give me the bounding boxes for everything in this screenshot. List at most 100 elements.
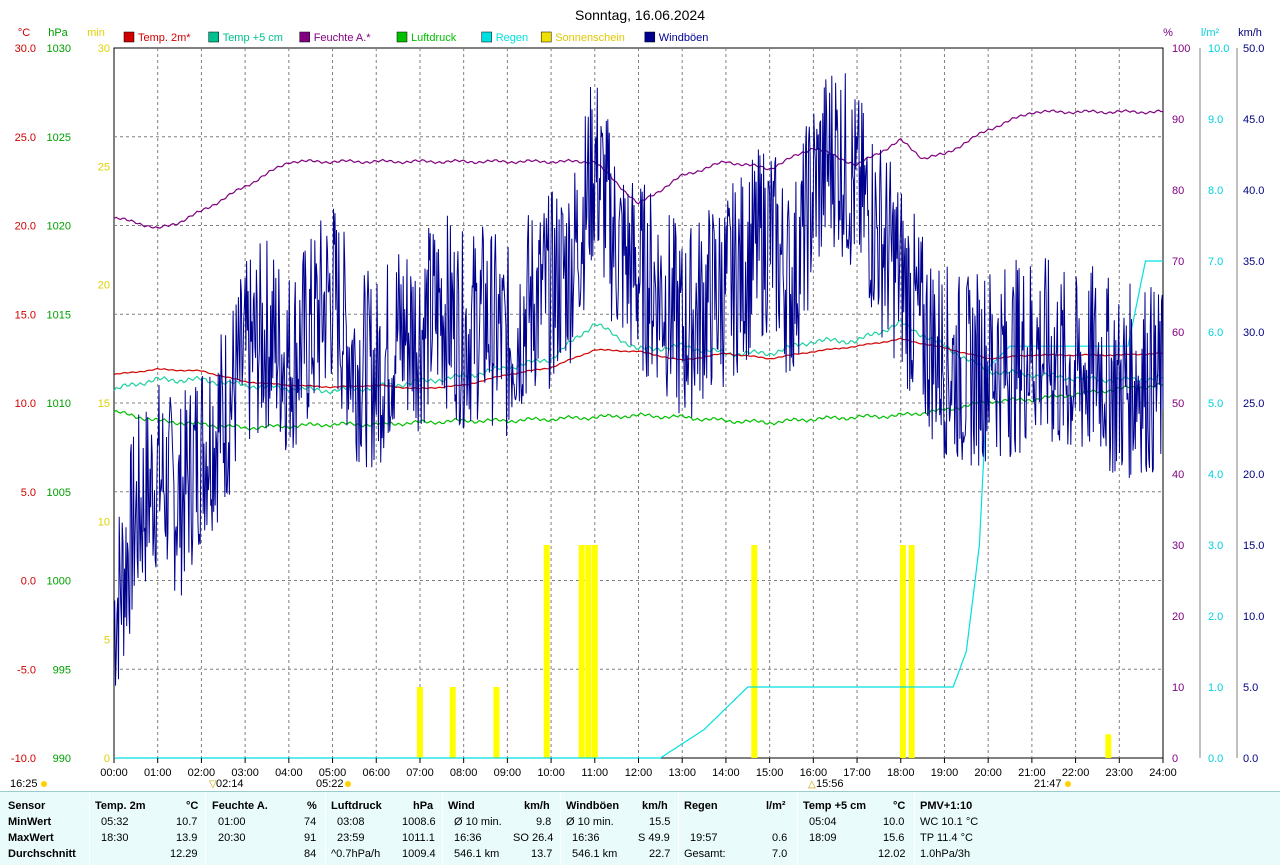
x-tick-label: 04:00 [275,767,303,779]
temp-tick-label: -10.0 [11,753,36,765]
temp-tick-label: 0.0 [21,576,36,588]
cell: 19:57 [690,832,718,844]
cell: 7.0 [772,848,788,860]
x-tick-label: 15:00 [756,767,784,779]
hdr-wind: Wind [448,800,475,812]
sunshine-bar [543,545,550,758]
temp2m-line [113,337,1163,390]
hdr-humidity-unit: % [307,800,317,812]
hdr-gust-unit: km/h [642,800,668,812]
wind-tick-label: 10.0 [1243,611,1264,623]
x-tick-label: 05:00 [319,767,347,779]
cell: 03:08 [337,816,365,828]
pressure-tick-label: 1025 [47,132,71,144]
temp-tick-label: -5.0 [17,664,36,676]
sunshine-bar [416,687,423,758]
row-label: MaxWert [8,832,54,844]
temp-tick-label: 15.0 [15,309,36,321]
sun-tick-label: 15 [98,398,110,410]
legend-label: Temp +5 cm [223,32,283,44]
row-label: MinWert [8,816,52,828]
sunshine-bars [416,545,1112,758]
x-tick-label: 17:00 [843,767,871,779]
pressure-tick-label: 990 [53,753,71,765]
row-label: Durchschnitt [8,848,76,860]
legend-label: Sonnenschein [555,32,625,44]
wind-tick-label: 40.0 [1243,185,1264,197]
x-tick-label: 20:00 [974,767,1002,779]
sunshine-bar [908,545,915,758]
sunshine-bar [751,545,758,758]
sunset-icon [1065,781,1071,787]
cell: 10.7 [176,816,198,828]
cell: 20:30 [218,832,246,844]
cell: Ø 10 min. [566,816,614,828]
legend-swatch [644,31,656,43]
cell: 18:09 [809,832,837,844]
cell: 91 [304,832,317,844]
x-tick-label: 06:00 [362,767,390,779]
hdr-temp5: Temp +5 cm [803,800,867,812]
humidity-tick-label: 100 [1172,43,1190,55]
wind-tick-label: 5.0 [1243,682,1258,694]
cell: 1008.6 [402,816,436,828]
pressure-tick-label: 1000 [47,576,71,588]
wind-tick-label: 25.0 [1243,398,1264,410]
x-tick-label: 08:00 [450,767,478,779]
x-tick-label: 11:00 [581,767,608,779]
wind-tick-label: 50.0 [1243,43,1264,55]
cell: 15.6 [883,832,905,844]
cell: 05:32 [101,816,129,828]
cell: ^0.7hPa/h [331,848,381,860]
humidity-tick-label: 0 [1172,753,1178,765]
cell: S 49.9 [638,832,670,844]
x-tick-label: 21:00 [1018,767,1046,779]
rain-tick-label: 9.0 [1208,114,1223,126]
cell: 22.7 [649,848,671,860]
cell: 1009.4 [402,848,436,860]
legend-swatch [481,31,492,43]
pressure-unit-label: hPa [48,27,68,39]
windgust-line [113,73,1164,686]
time-markers: 16:25 02:14▽ 05:22 △ 15:56 21:47 [10,778,1071,790]
humidity-tick-label: 10 [1172,682,1184,694]
sunshine-bar [899,545,906,758]
x-tick-label: 03:00 [231,767,259,779]
sun-tick-label: 20 [98,280,110,292]
humidity-tick-label: 60 [1172,327,1184,339]
pressure-tick-label: 995 [53,664,71,676]
x-tick-label: 12:00 [625,767,653,779]
sun-unit-label: min [87,27,105,39]
rain-tick-label: 0.0 [1208,753,1223,765]
pressure-tick-label: 1010 [47,398,71,410]
legend-label: Regen [496,32,528,44]
rain-tick-label: 10.0 [1208,43,1229,55]
x-tick-label: 23:00 [1106,767,1134,779]
sun-tick-label: 25 [98,161,110,173]
temp-unit-label: °C [18,27,30,39]
rain-unit-label: l/m² [1201,27,1220,39]
rain-tick-label: 8.0 [1208,185,1223,197]
pressure-tick-label: 1015 [47,309,71,321]
sun-tick-label: 0 [104,753,110,765]
rain-tick-label: 4.0 [1208,469,1223,481]
legend-label: Windböen [659,32,709,44]
legend-swatch [208,31,219,43]
cell: 12.02 [878,848,906,860]
chart-title: Sonntag, 16.06.2024 [575,7,705,23]
humidity-tick-label: 50 [1172,398,1184,410]
legend-swatch [540,31,552,43]
humidity-tick-label: 20 [1172,611,1184,623]
legend-swatch [299,31,310,43]
wind-tick-label: 15.0 [1243,540,1264,552]
sunshine-bar [493,687,500,758]
x-tick-label: 00:00 [100,767,128,779]
moonrise-label: 02:14 [216,778,244,790]
hdr-rain-unit: l/m² [766,800,786,812]
hdr-humidity: Feuchte A. [212,800,268,812]
cell: 0.6 [772,832,788,844]
hdr-temp2m: Temp. 2m [95,800,146,812]
sunset-label: 21:47 [1034,778,1062,790]
cell: 01:00 [218,816,246,828]
cell: Gesamt: [684,848,726,860]
